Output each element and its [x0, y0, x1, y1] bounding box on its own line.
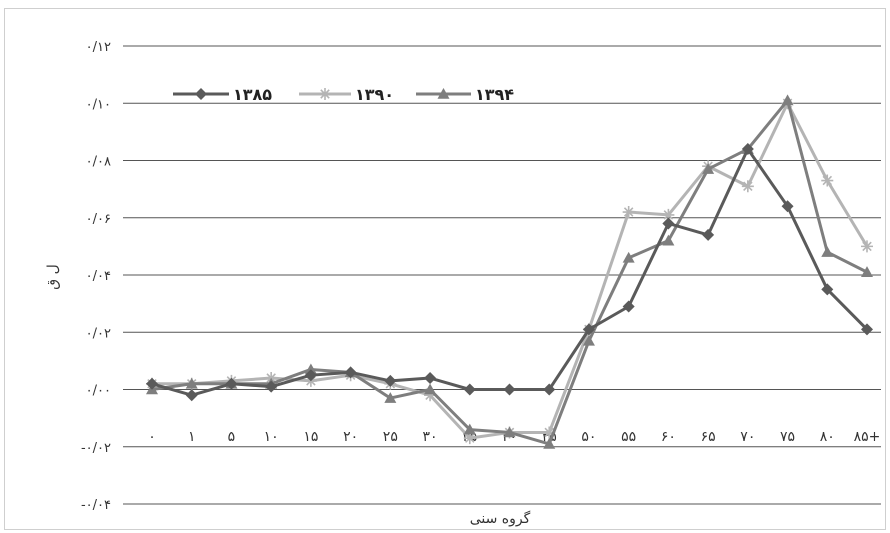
data-point — [622, 251, 635, 263]
data-point — [384, 392, 397, 403]
x-tick-label: ۵۵ — [621, 429, 636, 445]
data-point — [821, 246, 834, 257]
data-point — [662, 234, 675, 246]
data-point — [861, 266, 873, 277]
x-tick-label: ۱ — [188, 429, 196, 445]
data-point — [622, 206, 635, 219]
series-diamond — [146, 143, 873, 402]
data-point — [821, 283, 834, 296]
y-tick-label: ۰/۱۰ — [86, 97, 111, 112]
data-point — [344, 366, 357, 379]
y-tick-label: ۰/۰۸ — [86, 155, 111, 170]
data-point — [781, 94, 794, 106]
series-triangle — [146, 94, 873, 449]
data-point — [146, 377, 158, 390]
line-chart: -۰/۰۴ -۰/۰۲ ۰/۰۰ ۰/۰۲ ۰/۰۴ ۰/۰۶ ۰/۰۸ ۰/۱۰ ۰/۱۲ ۰… — [45, 40, 881, 527]
series-line — [151, 147, 869, 397]
legend-item: ۱۳۹۰ — [299, 85, 394, 104]
data-point — [741, 180, 754, 193]
data-point — [503, 383, 516, 396]
x-tick-label: ۵ — [228, 429, 236, 445]
x-tick-label: ۷۵ — [780, 429, 795, 445]
legend-marker — [195, 88, 207, 100]
x-tick-label: ۶۰ — [661, 429, 676, 445]
data-point — [185, 377, 198, 389]
x-tick-label: ۵۰ — [581, 429, 596, 445]
x-tick-label: ۸۵+ — [854, 429, 881, 445]
legend-marker — [319, 88, 331, 100]
data-point — [702, 163, 715, 174]
data-point — [463, 383, 476, 396]
x-tick-label: ۲۰ — [343, 429, 358, 445]
data-point — [582, 334, 595, 346]
data-point — [265, 380, 278, 393]
legend-item: ۱۳۹۴ — [416, 85, 514, 104]
data-point — [424, 372, 437, 385]
x-tick-label: ۷۰ — [740, 429, 755, 445]
y-tick-label: ۰/۰۲ — [86, 326, 111, 341]
data-point — [463, 432, 476, 445]
data-point — [861, 240, 873, 253]
x-axis-ticks: ۰۱۵۱۰۱۵۲۰۲۵۳۰۳۵۴۰۴۵۵۰۵۵۶۰۶۵۷۰۷۵۸۰۸۵+ — [148, 429, 880, 445]
y-axis-ticks: -۰/۰۴ -۰/۰۲ ۰/۰۰ ۰/۰۲ ۰/۰۴ ۰/۰۶ ۰/۰۸ ۰/۱۰ ۰/۱۲ — [81, 40, 111, 513]
legend-label: ۱۳۹۴ — [475, 85, 514, 104]
x-tick-label: ۸۰ — [820, 429, 835, 445]
legend-label: ۱۳۹۰ — [355, 85, 394, 104]
data-point — [582, 323, 595, 336]
legend-label: ۱۳۸۵ — [233, 85, 272, 104]
x-tick-label: ۱۵ — [303, 429, 318, 445]
data-point — [503, 426, 516, 438]
gridlines — [123, 45, 881, 505]
data-point — [424, 389, 437, 402]
data-point — [662, 217, 675, 230]
legend-marker — [437, 88, 450, 99]
y-tick-label: -۰/۰۲ — [81, 441, 111, 456]
data-point — [622, 300, 635, 313]
x-tick-label: ۰ — [148, 429, 156, 445]
data-point — [781, 200, 794, 213]
data-point — [662, 208, 675, 221]
x-tick-label: ۱۰ — [264, 429, 279, 445]
data-point — [821, 174, 834, 187]
data-point — [543, 383, 556, 396]
data-point — [861, 323, 873, 336]
chart-frame: -۰/۰۴ -۰/۰۲ ۰/۰۰ ۰/۰۲ ۰/۰۴ ۰/۰۶ ۰/۰۸ ۰/۱۰ ۰/۱۲ ۰… — [4, 8, 886, 530]
x-tick-label: ۳۰ — [423, 429, 438, 445]
data-point — [185, 389, 198, 402]
y-tick-label: ۰/۰۶ — [86, 212, 111, 227]
x-tick-label: ۶۵ — [701, 429, 716, 445]
series-layer — [146, 94, 873, 449]
data-point — [543, 437, 556, 449]
data-point — [543, 426, 556, 439]
data-point — [741, 143, 754, 156]
y-axis-title: ل ق — [45, 264, 61, 289]
data-point — [463, 423, 476, 435]
x-tick-label: ۲۵ — [383, 429, 398, 445]
x-axis-title: گروه سنی — [470, 510, 531, 527]
y-tick-label: ۰/۰۰ — [86, 384, 111, 399]
data-point — [384, 374, 397, 387]
data-point — [424, 383, 437, 395]
data-point — [702, 228, 715, 241]
y-tick-label: ۰/۰۴ — [86, 269, 111, 284]
legend-item: ۱۳۸۵ — [173, 85, 272, 104]
data-point — [304, 363, 317, 375]
y-tick-label: ۰/۱۲ — [86, 40, 111, 55]
data-point — [225, 377, 238, 390]
y-tick-label: -۰/۰۴ — [81, 498, 111, 513]
data-point — [304, 369, 317, 382]
legend: ۱۳۸۵ ۱۳۹۰ ۱۳۹۴ — [173, 85, 514, 104]
